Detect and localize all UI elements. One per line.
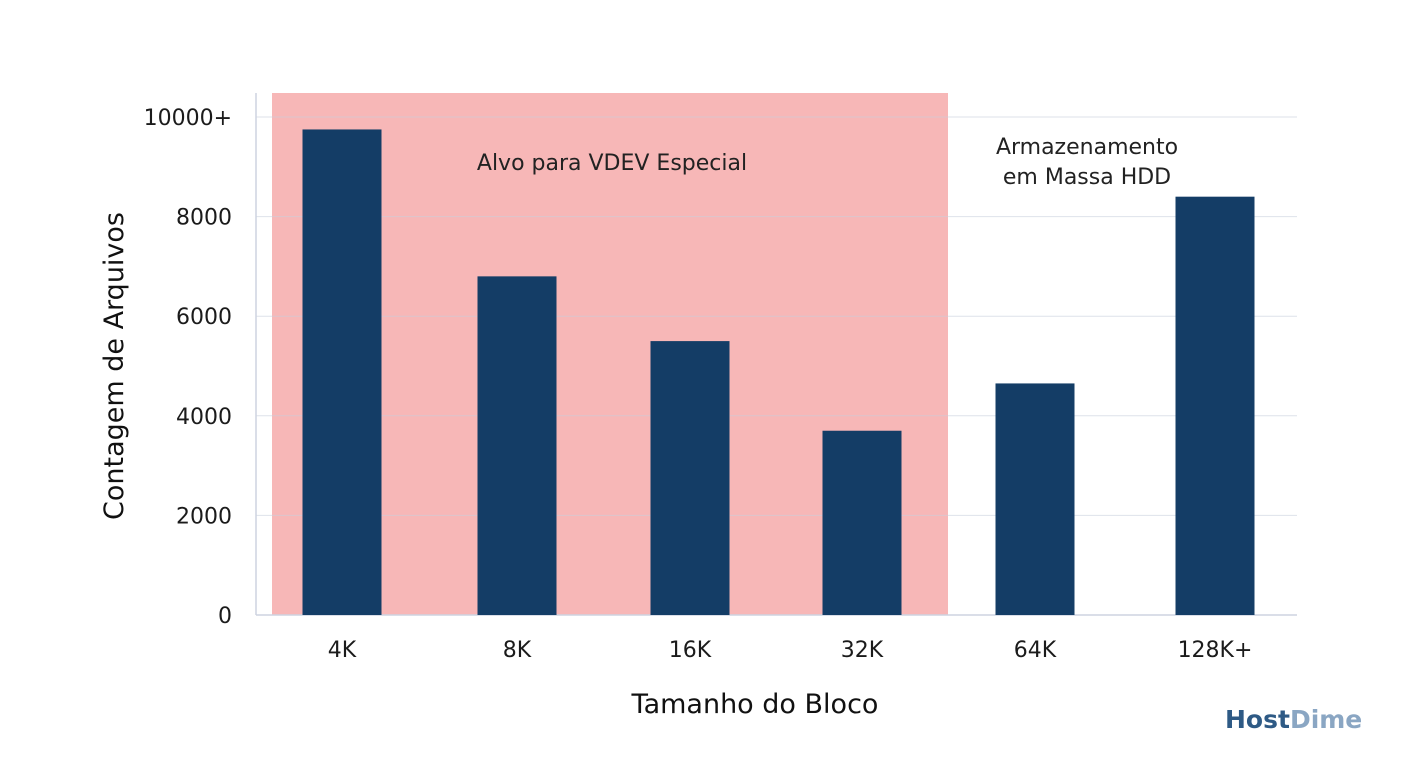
bar-16K bbox=[650, 341, 730, 615]
hdd-annotation-line1: Armazenamento bbox=[996, 135, 1178, 160]
hdd-annotation-line2: em Massa HDD bbox=[1003, 165, 1171, 190]
y-tick-label: 8000 bbox=[176, 206, 232, 231]
bar-4K bbox=[302, 129, 382, 615]
x-axis-label: Tamanho do Bloco bbox=[631, 689, 879, 720]
y-axis-label: Contagem de Arquivos bbox=[99, 212, 130, 520]
hostdime-logo: HostDime bbox=[1225, 705, 1362, 734]
x-tick-label: 16K bbox=[669, 638, 712, 663]
bar-64K bbox=[995, 383, 1075, 615]
bar-8K bbox=[477, 276, 557, 615]
bar-128K+ bbox=[1175, 196, 1255, 615]
x-tick-label: 4K bbox=[328, 638, 357, 663]
bar-32K bbox=[822, 430, 902, 615]
y-tick-label: 6000 bbox=[176, 305, 232, 330]
y-tick-label: 10000+ bbox=[144, 106, 232, 131]
x-tick-label: 8K bbox=[503, 638, 532, 663]
x-tick-label: 64K bbox=[1014, 638, 1057, 663]
x-tick-label: 128K+ bbox=[1178, 638, 1253, 663]
y-tick-label: 4000 bbox=[176, 405, 232, 430]
highlight-label: Alvo para VDEV Especial bbox=[477, 151, 747, 176]
y-tick-label: 2000 bbox=[176, 504, 232, 529]
y-tick-label: 0 bbox=[218, 604, 232, 629]
x-tick-label: 32K bbox=[841, 638, 884, 663]
